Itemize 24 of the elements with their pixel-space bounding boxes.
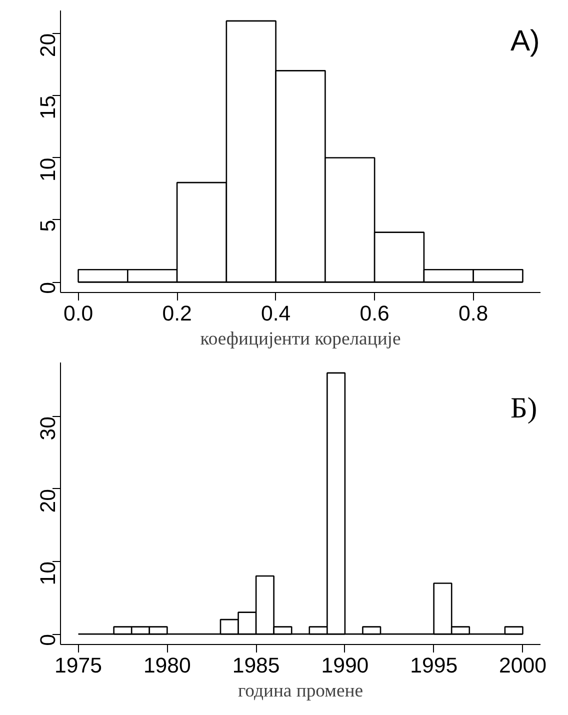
- y-tick-label: 15: [36, 96, 60, 120]
- y-tick-label: 20: [36, 33, 60, 58]
- x-tick-label: 0.2: [162, 302, 192, 326]
- x-axis-title: коефицијенти корелације: [200, 328, 401, 350]
- x-tick-label: 2000: [499, 654, 547, 678]
- y-tick-label: 30: [36, 416, 60, 440]
- y-tick-label: 0: [36, 634, 60, 646]
- y-tick-label: 0: [36, 282, 60, 294]
- x-tick-label: 1995: [410, 654, 458, 678]
- y-tick-label: 20: [36, 488, 60, 513]
- x-tick-label: 1990: [321, 654, 369, 678]
- x-tick-label: 0.8: [458, 302, 488, 326]
- y-tick-label: 10: [36, 158, 60, 182]
- annotation: Б): [510, 392, 538, 424]
- annotation: А): [510, 24, 540, 58]
- y-tick-label: 10: [36, 561, 60, 586]
- y-tick-label: 5: [36, 220, 60, 232]
- x-axis-title: година промене: [238, 680, 364, 702]
- x-tick-label: 0.4: [260, 302, 291, 326]
- x-tick-label: 1980: [143, 654, 192, 678]
- x-tick-label: 1985: [232, 654, 280, 678]
- x-tick-label: 0.0: [63, 302, 94, 326]
- x-tick-label: 1975: [54, 654, 102, 678]
- x-tick-label: 0.6: [360, 302, 390, 326]
